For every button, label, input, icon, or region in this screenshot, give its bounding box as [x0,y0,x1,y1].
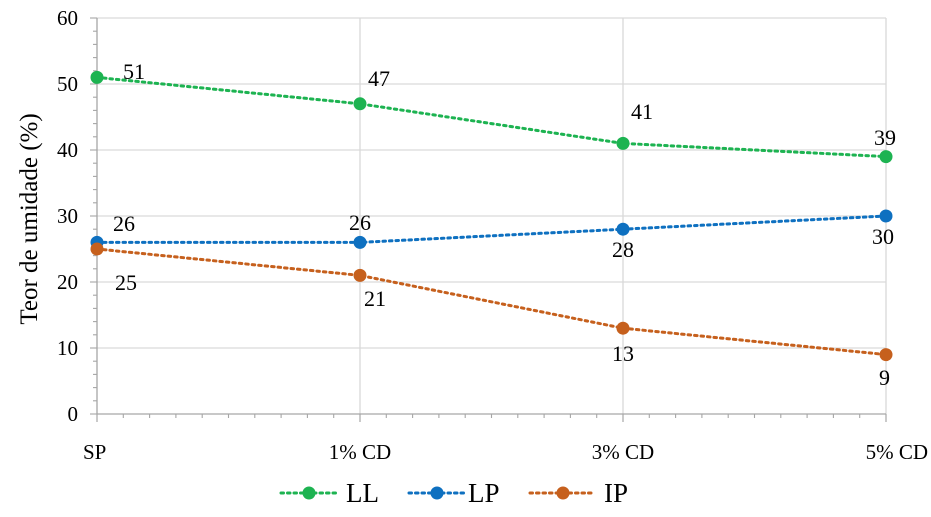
legend-item-ll: LL [279,478,379,508]
legend-marker [430,486,444,500]
y-tick-label: 40 [57,138,78,162]
point-ip [353,268,367,282]
x-tick-label: 5% CD [866,440,928,464]
y-tick-label: 10 [57,336,78,360]
series-line-ll [95,75,888,159]
point-ll [616,136,630,150]
x-tick-label: 1% CD [329,440,391,464]
legend-label: LL [346,478,379,508]
series-lines [90,70,893,362]
y-tick-label: 0 [68,402,79,426]
point-lp [616,222,630,236]
data-label-lp: 26 [113,211,135,236]
data-label-lp: 26 [349,210,371,235]
legend: LL LP IP [279,478,628,508]
grid-lines [97,17,887,414]
legend-item-ip: IP [528,478,628,508]
x-tick-label: SP [83,440,106,464]
x-tick-label: 3% CD [592,440,654,464]
point-ll [879,150,893,164]
y-tick-label: 60 [57,6,78,30]
point-ll [90,70,104,84]
legend-marker [302,486,316,500]
legend-item-lp: LP [407,478,500,508]
data-label-lp: 28 [612,237,634,262]
y-tick-label: 50 [57,72,78,96]
data-label-ip: 9 [879,365,890,390]
data-labels: 51 47 41 39 26 26 28 30 25 21 13 9 [113,59,896,390]
data-label-ll: 47 [368,66,390,91]
legend-marker [556,486,570,500]
y-tick-label: 30 [57,204,78,228]
point-lp [879,209,893,223]
legend-label: IP [604,478,628,508]
point-ip [90,242,104,256]
data-label-ll: 51 [123,59,145,84]
y-axis-title: Teor de umidade (%) [16,113,43,324]
data-label-ip: 13 [612,341,634,366]
axes: 0 10 20 30 40 50 60 SP 1% CD 3% CD 5% CD [57,6,928,464]
data-label-ll: 41 [631,99,653,124]
legend-label: LP [468,478,500,508]
data-label-ip: 21 [364,286,386,311]
point-lp [353,235,367,249]
data-label-ip: 25 [115,270,137,295]
point-ip [879,348,893,362]
data-label-lp: 30 [872,224,894,249]
point-ip [616,321,630,335]
series-line-lp [95,214,888,244]
data-label-ll: 39 [874,125,896,150]
series-line-ip [95,247,888,357]
y-tick-label: 20 [57,270,78,294]
point-ll [353,97,367,111]
